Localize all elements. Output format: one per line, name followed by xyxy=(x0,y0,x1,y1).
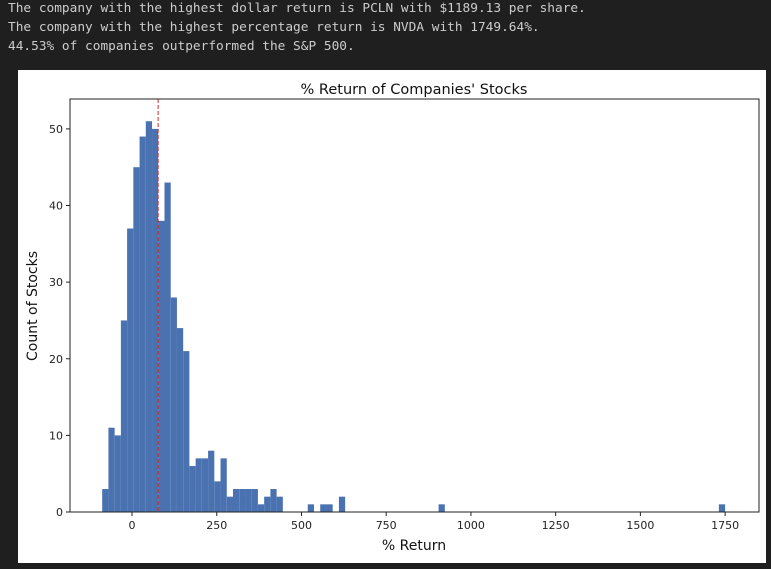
bar xyxy=(245,489,252,512)
output-line: The company with the highest dollar retu… xyxy=(8,1,586,16)
bar xyxy=(214,481,221,512)
bar xyxy=(152,128,159,512)
y-tick-label: 10 xyxy=(49,429,63,442)
bar xyxy=(307,504,314,512)
bar xyxy=(239,489,246,512)
bar xyxy=(270,489,277,512)
bar xyxy=(139,136,146,512)
y-tick-label: 20 xyxy=(49,353,63,366)
bar xyxy=(195,458,202,512)
y-tick-label: 40 xyxy=(49,200,63,213)
bar xyxy=(338,496,346,512)
bar xyxy=(120,320,128,512)
bar xyxy=(114,435,121,512)
bar xyxy=(220,458,227,512)
x-tick-label: 0 xyxy=(129,519,136,532)
output-line: 44.53% of companies outperformed the S&P… xyxy=(8,39,355,54)
bar xyxy=(102,489,109,512)
bar xyxy=(201,458,209,512)
bar xyxy=(226,496,234,512)
bar xyxy=(145,121,153,513)
bar xyxy=(233,489,240,512)
bar xyxy=(320,504,327,512)
y-tick-label: 0 xyxy=(56,506,63,519)
output-line: The company with the highest percentage … xyxy=(8,20,540,35)
x-tick-label: 250 xyxy=(206,519,227,532)
y-axis-label: Count of Stocks xyxy=(25,251,41,361)
x-tick-label: 1250 xyxy=(542,519,570,532)
bar xyxy=(170,297,177,512)
chart-title: % Return of Companies' Stocks xyxy=(301,82,528,98)
y-tick-label: 50 xyxy=(49,123,63,136)
bar xyxy=(108,427,115,512)
bar xyxy=(718,504,726,512)
x-tick-label: 500 xyxy=(291,519,312,532)
x-tick-label: 1750 xyxy=(711,519,739,532)
bar xyxy=(264,496,271,512)
bar xyxy=(133,167,140,512)
bar xyxy=(164,182,171,513)
bar xyxy=(158,220,165,512)
x-tick-label: 1000 xyxy=(457,519,485,532)
x-tick-label: 1500 xyxy=(626,519,654,532)
bar xyxy=(208,450,215,512)
bar xyxy=(127,228,134,512)
bar xyxy=(257,504,265,512)
bar xyxy=(189,466,196,512)
bar xyxy=(438,504,445,512)
bar xyxy=(176,328,184,512)
bar xyxy=(183,351,190,512)
bar xyxy=(276,496,283,512)
bar xyxy=(251,489,258,512)
y-tick-label: 30 xyxy=(49,276,63,289)
bar xyxy=(326,504,333,512)
axes-frame xyxy=(69,98,760,513)
x-tick-label: 750 xyxy=(376,519,397,532)
x-axis-label: % Return xyxy=(382,538,446,554)
